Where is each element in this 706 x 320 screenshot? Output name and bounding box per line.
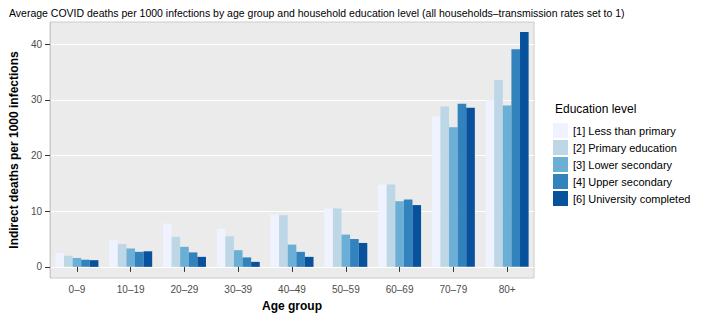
svg-text:60–69: 60–69 [386,284,414,295]
svg-text:30: 30 [31,94,43,105]
svg-text:20–29: 20–29 [171,284,199,295]
svg-text:40–49: 40–49 [278,284,306,295]
svg-text:80+: 80+ [499,284,516,295]
svg-text:[1] Less than primary: [1] Less than primary [573,125,676,137]
svg-text:40: 40 [31,39,43,50]
svg-text:[6] University completed: [6] University completed [573,193,690,205]
svg-text:[2] Primary education: [2] Primary education [573,142,677,154]
svg-text:Education level: Education level [555,102,636,116]
svg-text:[4] Upper secondary: [4] Upper secondary [573,176,673,188]
svg-text:10–19: 10–19 [117,284,145,295]
svg-text:70–79: 70–79 [439,284,467,295]
svg-text:Indirect deaths per 1000 infec: Indirect deaths per 1000 infections [7,51,21,249]
svg-text:30–39: 30–39 [224,284,252,295]
svg-text:50–59: 50–59 [332,284,360,295]
svg-text:Age group: Age group [262,299,322,313]
svg-text:Average COVID deaths per 1000: Average COVID deaths per 1000 infections… [9,7,625,19]
svg-text:20: 20 [31,150,43,161]
svg-text:0–9: 0–9 [69,284,86,295]
svg-text:0: 0 [36,261,42,272]
svg-text:10: 10 [31,206,43,217]
svg-text:[3] Lower secondary: [3] Lower secondary [573,159,673,171]
